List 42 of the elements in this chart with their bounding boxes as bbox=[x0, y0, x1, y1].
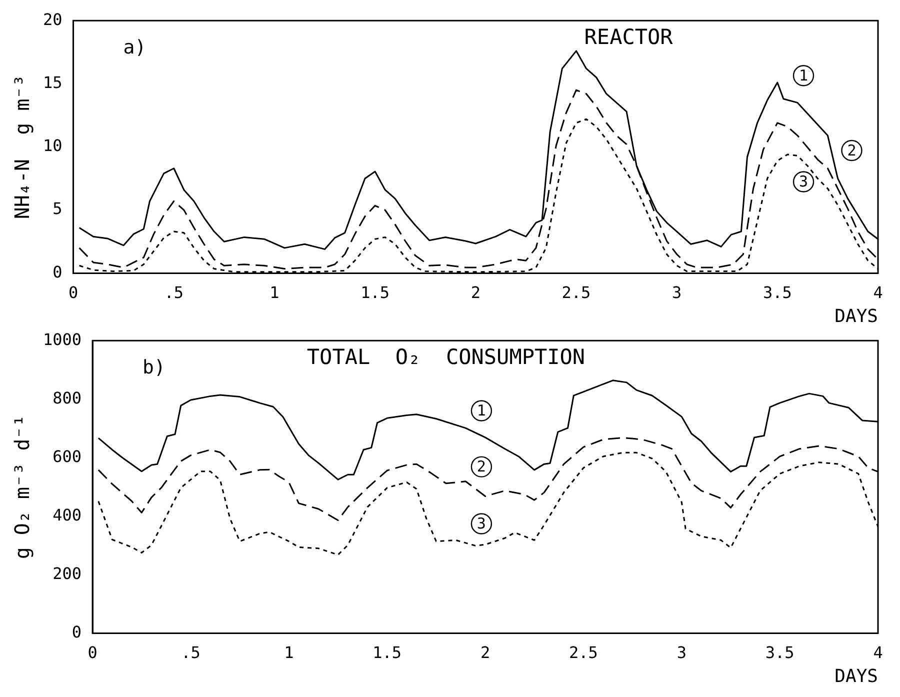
x-tick-label: 2 bbox=[470, 282, 480, 302]
series-label: 2 bbox=[847, 141, 856, 160]
y-tick-label: 800 bbox=[52, 388, 82, 408]
y-axis-title: NH₄-N g m⁻³ bbox=[10, 74, 34, 220]
y-tick-label: 600 bbox=[52, 446, 82, 466]
y-tick-label: 0 bbox=[52, 262, 62, 282]
x-axis-title: DAYS bbox=[834, 666, 878, 687]
series-label: 1 bbox=[798, 66, 808, 85]
x-tick-label: 1.5 bbox=[360, 282, 390, 302]
x-tick-label: 3.5 bbox=[765, 642, 794, 662]
y-tick-label: 10 bbox=[43, 136, 62, 156]
y-tick-label: 5 bbox=[52, 199, 62, 218]
y-tick-label: 1000 bbox=[43, 330, 82, 349]
y-tick-label: 0 bbox=[72, 622, 82, 642]
chart-title: REACTOR bbox=[584, 25, 674, 50]
series-label: 3 bbox=[799, 172, 808, 191]
y-tick-label: 20 bbox=[43, 10, 62, 29]
x-tick-label: 1.5 bbox=[372, 642, 402, 662]
x-tick-label: .5 bbox=[164, 282, 184, 302]
x-tick-label: 3.5 bbox=[762, 282, 792, 302]
x-tick-label: 3 bbox=[672, 282, 682, 302]
y-axis-title: g O₂ m⁻³ d⁻¹ bbox=[10, 414, 34, 560]
annotation: b) bbox=[142, 356, 166, 379]
annotation: a) bbox=[123, 36, 146, 59]
y-tick-label: 15 bbox=[43, 72, 62, 92]
x-tick-label: 2.5 bbox=[562, 282, 591, 302]
series-label: 3 bbox=[476, 514, 486, 533]
x-tick-label: 1 bbox=[284, 642, 294, 662]
x-tick-label: 4 bbox=[873, 642, 883, 662]
series-label: 1 bbox=[476, 402, 486, 420]
y-tick-label: 400 bbox=[52, 505, 82, 524]
x-tick-label: 0 bbox=[88, 642, 98, 662]
x-tick-label: 2.5 bbox=[568, 642, 598, 662]
chart-title: TOTAL O₂ CONSUMPTION bbox=[306, 345, 586, 370]
series-label: 2 bbox=[476, 458, 486, 476]
x-tick-label: 1 bbox=[270, 282, 280, 302]
x-tick-label: 3 bbox=[676, 642, 686, 662]
x-axis-title: DAYS bbox=[834, 306, 878, 327]
x-tick-label: 2 bbox=[480, 642, 490, 662]
x-tick-label: 4 bbox=[873, 282, 883, 302]
y-tick-label: 200 bbox=[52, 564, 82, 583]
x-tick-label: .5 bbox=[181, 642, 200, 662]
